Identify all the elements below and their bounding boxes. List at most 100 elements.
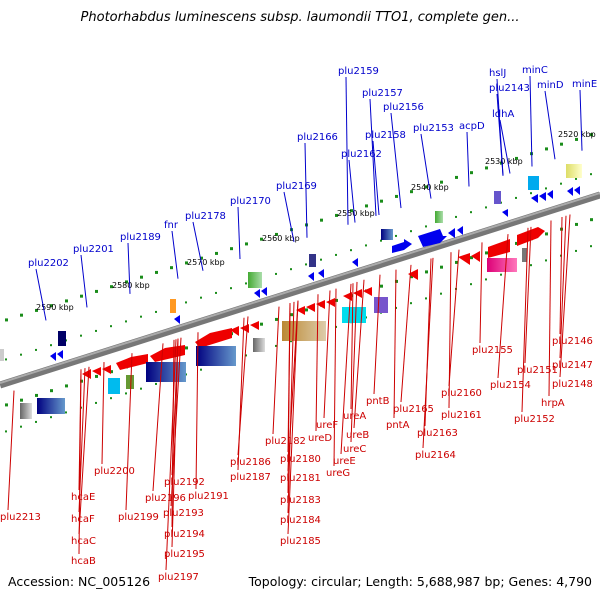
gene-box[interactable]: [146, 362, 186, 382]
gene-label[interactable]: acpD: [459, 121, 485, 132]
reverse-strand-genes[interactable]: [20, 227, 545, 419]
gene-box[interactable]: [248, 272, 262, 288]
gene-box[interactable]: [37, 398, 65, 414]
gene-label[interactable]: minC: [522, 65, 548, 76]
gene-box[interactable]: [309, 254, 316, 267]
gene-arrow[interactable]: [539, 192, 546, 201]
gene-arrow[interactable]: [458, 253, 470, 265]
gene-label[interactable]: hslJ: [489, 68, 506, 79]
gene-label[interactable]: plu2156: [383, 102, 424, 113]
gene-label[interactable]: ureB: [346, 430, 369, 441]
gene-label[interactable]: plu2146: [552, 336, 593, 347]
gene-arrow[interactable]: [471, 251, 480, 262]
gene-box[interactable]: [522, 248, 527, 262]
gene-label[interactable]: ureD: [308, 433, 332, 444]
gene-label[interactable]: plu2151: [517, 365, 558, 376]
gene-box[interactable]: [196, 346, 236, 366]
gene-box[interactable]: [381, 229, 393, 240]
gene-label[interactable]: hcaC: [71, 536, 96, 547]
gene-arrow[interactable]: [353, 289, 362, 298]
gene-arrow[interactable]: [92, 367, 101, 376]
gene-label[interactable]: plu2158: [365, 130, 406, 141]
gene-arrow[interactable]: [102, 365, 111, 374]
gene-box[interactable]: [282, 321, 326, 341]
gene-label[interactable]: ureC: [343, 444, 366, 455]
gene-label[interactable]: plu2183: [280, 495, 321, 506]
gene-box[interactable]: [435, 211, 443, 223]
gene-label[interactable]: plu2180: [280, 454, 321, 465]
gene-arrow[interactable]: [567, 187, 573, 196]
gene-box[interactable]: [487, 258, 517, 272]
gene-arrow[interactable]: [174, 315, 180, 324]
gene-box[interactable]: [108, 378, 120, 394]
gene-label[interactable]: plu2159: [338, 66, 379, 77]
gene-label[interactable]: plu2184: [280, 515, 321, 526]
gene-label[interactable]: plu2189: [120, 232, 161, 243]
gene-label[interactable]: pntB: [366, 396, 390, 407]
gene-label[interactable]: plu2152: [514, 414, 555, 425]
gene-label[interactable]: hrpA: [541, 398, 565, 409]
gene-label[interactable]: ldhA: [492, 109, 514, 120]
gene-label[interactable]: plu2213: [0, 512, 41, 523]
gene-label[interactable]: plu2201: [73, 244, 114, 255]
gene-label[interactable]: minE: [572, 79, 597, 90]
gene-arrow[interactable]: [308, 272, 314, 281]
gene-label[interactable]: plu2197: [158, 572, 199, 583]
gene-label[interactable]: plu2155: [472, 345, 513, 356]
gene-label[interactable]: plu2181: [280, 473, 321, 484]
gene-label[interactable]: plu2147: [552, 360, 593, 371]
gene-label[interactable]: ureG: [326, 468, 350, 479]
gene-box[interactable]: [374, 297, 388, 313]
gene-arrow[interactable]: [254, 289, 260, 298]
gene-label[interactable]: plu2185: [280, 536, 321, 547]
gene-label[interactable]: ureF: [316, 420, 338, 431]
gene-label[interactable]: plu2186: [230, 457, 271, 468]
gene-arrow[interactable]: [195, 328, 232, 348]
gene-arrow[interactable]: [261, 287, 267, 296]
gene-arrow[interactable]: [408, 269, 418, 280]
forward-strand-genes[interactable]: [0, 164, 582, 361]
gene-box[interactable]: [0, 349, 4, 361]
gene-box[interactable]: [253, 338, 265, 352]
gene-label[interactable]: plu2202: [28, 258, 69, 269]
gene-label[interactable]: ureA: [343, 411, 366, 422]
gene-label[interactable]: plu2200: [94, 466, 135, 477]
gene-label[interactable]: hcaE: [71, 492, 95, 503]
gene-label[interactable]: plu2170: [230, 196, 271, 207]
gene-label[interactable]: plu2153: [413, 123, 454, 134]
gene-arrow[interactable]: [502, 209, 508, 217]
gene-label[interactable]: ureE: [333, 456, 356, 467]
gene-label[interactable]: plu2191: [188, 491, 229, 502]
gene-arrow[interactable]: [488, 239, 510, 258]
gene-arrow[interactable]: [547, 190, 553, 199]
gene-label[interactable]: hcaB: [71, 556, 96, 567]
gene-label[interactable]: minD: [537, 80, 564, 91]
gene-arrow[interactable]: [318, 269, 324, 278]
gene-label[interactable]: plu2148: [552, 379, 593, 390]
gene-label[interactable]: plu2199: [118, 512, 159, 523]
gene-arrow[interactable]: [326, 298, 335, 307]
gene-box[interactable]: [342, 307, 366, 323]
gene-arrow[interactable]: [316, 300, 325, 309]
gene-label[interactable]: fnr: [164, 220, 179, 231]
gene-arrow[interactable]: [57, 350, 63, 359]
gene-arrow[interactable]: [531, 194, 538, 203]
gene-label[interactable]: plu2193: [163, 508, 204, 519]
gene-box[interactable]: [494, 191, 501, 204]
gene-label[interactable]: pntA: [386, 420, 410, 431]
gene-label[interactable]: plu2196: [145, 493, 186, 504]
gene-label[interactable]: plu2163: [417, 428, 458, 439]
gene-label[interactable]: plu2143: [489, 83, 530, 94]
gene-label[interactable]: plu2178: [185, 211, 226, 222]
gene-arrow[interactable]: [230, 326, 239, 336]
gene-arrow[interactable]: [363, 287, 372, 296]
gene-label[interactable]: plu2162: [341, 149, 382, 160]
gene-box[interactable]: [170, 299, 176, 313]
gene-arrow[interactable]: [150, 345, 185, 362]
gene-label[interactable]: plu2182: [265, 436, 306, 447]
gene-box[interactable]: [528, 176, 539, 190]
gene-label[interactable]: plu2187: [230, 472, 271, 483]
gene-arrow[interactable]: [296, 306, 305, 315]
gene-label[interactable]: plu2165: [393, 404, 434, 415]
